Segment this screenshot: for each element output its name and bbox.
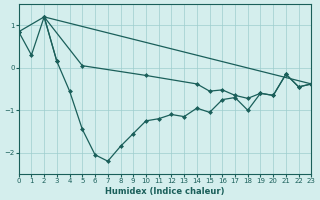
X-axis label: Humidex (Indice chaleur): Humidex (Indice chaleur) — [105, 187, 225, 196]
